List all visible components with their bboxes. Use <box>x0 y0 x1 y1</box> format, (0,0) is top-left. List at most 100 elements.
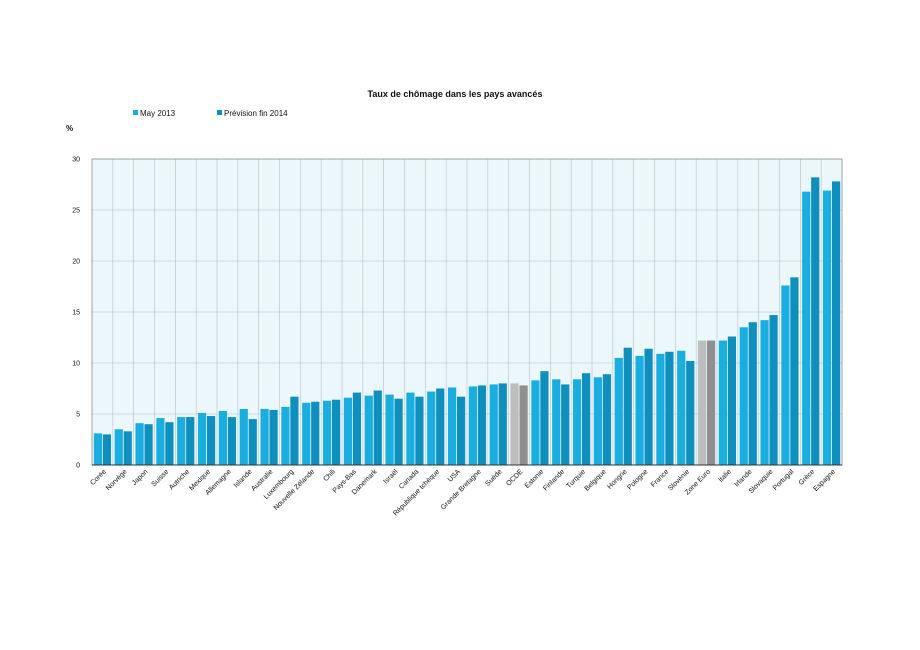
bar-prevision-2014 <box>144 424 153 465</box>
bar-prevision-2014 <box>644 348 653 465</box>
x-tick-label: Pologne <box>626 468 649 491</box>
bar-may-2013 <box>572 379 582 465</box>
bar-may-2013 <box>677 350 686 465</box>
bar-may-2013 <box>760 320 769 465</box>
bar-prevision-2014 <box>331 399 341 465</box>
bar-prevision-2014 <box>748 322 757 465</box>
bar-prevision-2014 <box>269 409 278 465</box>
bar-may-2013 <box>593 377 603 465</box>
y-tick-label: 15 <box>72 310 80 317</box>
bars <box>93 177 841 466</box>
bar-may-2013 <box>822 190 832 465</box>
bar-prevision-2014 <box>477 385 487 465</box>
y-tick-label: 30 <box>72 157 80 164</box>
x-tick-label: Corée <box>89 468 108 487</box>
bar-may-2013 <box>385 394 394 465</box>
bar-may-2013 <box>718 340 728 465</box>
bar-may-2013 <box>156 418 165 465</box>
bar-prevision-2014 <box>665 351 674 465</box>
bar-may-2013 <box>218 410 228 465</box>
bar-prevision-2014 <box>581 373 591 465</box>
bar-may-2013 <box>510 383 519 465</box>
x-tick-label: Suisse <box>151 468 171 488</box>
x-tick-label: Autriche <box>168 468 191 491</box>
legend-swatch-prevision-2014 <box>217 110 222 115</box>
bar-prevision-2014 <box>165 422 174 465</box>
bar-may-2013 <box>177 417 186 465</box>
bar-prevision-2014 <box>456 396 466 465</box>
bar-may-2013 <box>93 433 103 465</box>
bar-may-2013 <box>697 340 707 465</box>
bar-prevision-2014 <box>727 336 737 465</box>
bar-may-2013 <box>281 406 290 465</box>
legend: May 2013 Prévision fin 2014 <box>133 109 288 118</box>
bar-may-2013 <box>239 408 248 465</box>
x-tick-label: Nouvelle Zélande <box>273 468 317 512</box>
x-tick-label: Finlande <box>542 468 566 492</box>
bar-prevision-2014 <box>686 360 695 465</box>
x-tick-label: Israël <box>382 468 399 485</box>
x-tick-label: Hongrie <box>606 468 628 490</box>
bar-prevision-2014 <box>602 374 612 465</box>
x-tick-label: Italie <box>717 468 732 483</box>
bar-prevision-2014 <box>790 277 799 465</box>
legend-swatch-may-2013 <box>133 110 138 115</box>
bar-prevision-2014 <box>206 416 216 465</box>
bar-prevision-2014 <box>227 417 237 465</box>
bar-may-2013 <box>322 400 332 465</box>
x-tick-label: Suède <box>484 468 503 487</box>
bar-may-2013 <box>739 327 748 465</box>
y-tick-label: 5 <box>76 412 80 419</box>
x-tick-label: Espagne <box>813 468 838 493</box>
x-tick-label: Chili <box>322 468 337 483</box>
bar-prevision-2014 <box>519 385 528 465</box>
x-tick-label: Portugal <box>772 468 796 492</box>
bar-may-2013 <box>447 387 457 465</box>
bar-prevision-2014 <box>102 434 112 465</box>
x-tick-label: Grande Bretagne <box>440 468 483 511</box>
bar-prevision-2014 <box>811 177 820 466</box>
bar-prevision-2014 <box>436 388 445 465</box>
bar-prevision-2014 <box>373 390 382 465</box>
y-tick-label: 0 <box>76 463 80 470</box>
bar-may-2013 <box>614 357 623 465</box>
y-tick-label: 10 <box>72 361 80 368</box>
y-axis-unit-label: % <box>66 124 73 133</box>
bar-may-2013 <box>468 386 478 465</box>
x-tick-label: Japon <box>131 468 150 487</box>
x-tick-label: USA <box>447 468 462 483</box>
legend-label-prevision-2014: Prévision fin 2014 <box>224 109 288 118</box>
x-tick-label: Grèce <box>798 468 817 487</box>
bar-prevision-2014 <box>561 384 570 465</box>
x-tick-label: Irlande <box>734 468 754 488</box>
y-axis-ticks: 0 5 10 15 20 25 30 <box>72 157 80 470</box>
bar-prevision-2014 <box>706 340 716 465</box>
bar-prevision-2014 <box>415 396 424 465</box>
bar-may-2013 <box>135 423 144 465</box>
bar-may-2013 <box>656 353 665 465</box>
bar-may-2013 <box>552 379 561 465</box>
bar-may-2013 <box>302 402 311 465</box>
x-tick-label: Norvège <box>105 468 129 492</box>
bar-prevision-2014 <box>831 181 841 465</box>
bar-may-2013 <box>635 355 644 465</box>
y-tick-label: 20 <box>72 259 80 266</box>
bar-prevision-2014 <box>290 396 299 465</box>
y-tick-label: 25 <box>72 208 80 215</box>
bar-may-2013 <box>531 380 540 465</box>
bar-prevision-2014 <box>352 392 362 465</box>
gridlines <box>92 159 842 465</box>
bar-prevision-2014 <box>540 371 549 465</box>
bar-prevision-2014 <box>248 419 257 465</box>
x-tick-label: France <box>650 468 670 488</box>
bar-may-2013 <box>114 429 123 465</box>
legend-label-may-2013: May 2013 <box>140 109 176 118</box>
bar-may-2013 <box>427 391 436 465</box>
chart-title: Taux de chômage dans les pays avancés <box>368 89 543 99</box>
bar-may-2013 <box>781 285 790 465</box>
x-tick-label: Belgique <box>584 468 608 492</box>
bar-prevision-2014 <box>311 401 320 465</box>
bar-prevision-2014 <box>123 431 132 465</box>
